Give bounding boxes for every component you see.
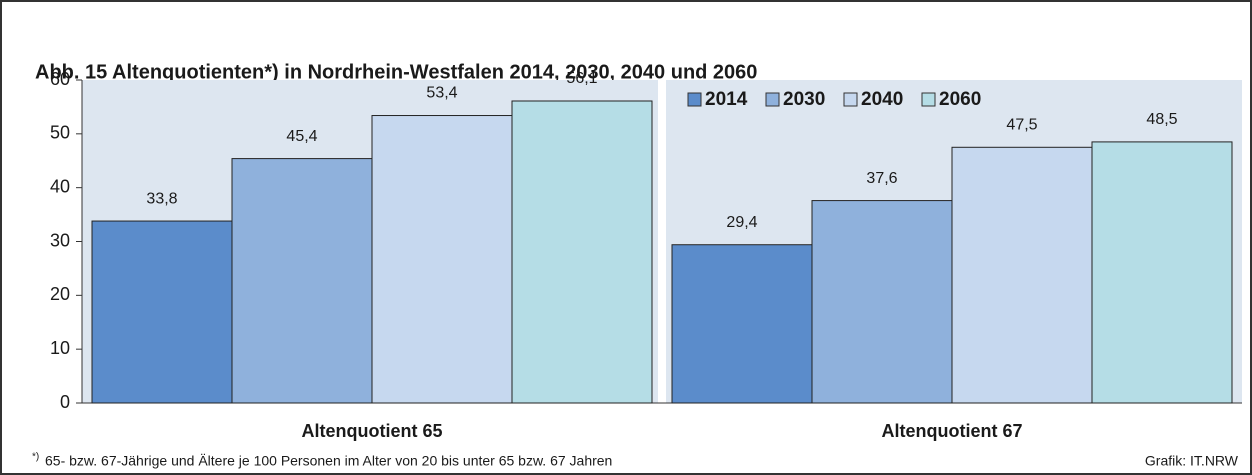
y-tick-label: 20 [50,284,70,304]
source: Grafik: IT.NRW [1145,453,1239,469]
bar [91,220,233,404]
legend-swatch [765,92,780,107]
bar [231,158,373,404]
data-label: 47,5 [1006,117,1037,134]
y-tick-label: 40 [50,176,70,196]
data-label: 37,6 [866,170,897,187]
y-tick-label: 50 [50,123,70,143]
data-label: 53,4 [426,85,457,102]
legend-label: 2014 [705,89,748,110]
legend-label: 2060 [939,89,981,110]
y-tick-label: 10 [50,338,70,358]
bar [1091,141,1233,404]
bar [951,146,1093,404]
bar [371,115,513,404]
y-tick-label: 30 [50,230,70,250]
data-label: 56,1 [566,70,597,87]
legend-swatch [843,92,858,107]
x-tick-label: Altenquotient 65 [301,421,442,441]
legend-label: 2040 [861,89,903,110]
data-label: 29,4 [726,214,757,231]
bar [671,244,813,404]
bar [811,200,953,404]
data-label: 45,4 [286,128,317,145]
x-tick-label: Altenquotient 67 [881,421,1022,441]
legend-swatch [687,92,702,107]
y-tick-label: 0 [60,392,70,412]
chart-title: Abb. 15 Altenquotienten*) in Nordrhein-W… [35,61,757,83]
data-label: 33,8 [146,190,177,207]
y-tick-label: 60 [50,69,70,89]
data-label: 48,5 [1146,111,1177,128]
footnote: 65- bzw. 67-Jährige und Ältere je 100 Pe… [45,453,612,469]
footnote-marker: *) [32,452,39,463]
bar [511,100,653,404]
legend-label: 2030 [783,89,825,110]
legend-swatch [921,92,936,107]
